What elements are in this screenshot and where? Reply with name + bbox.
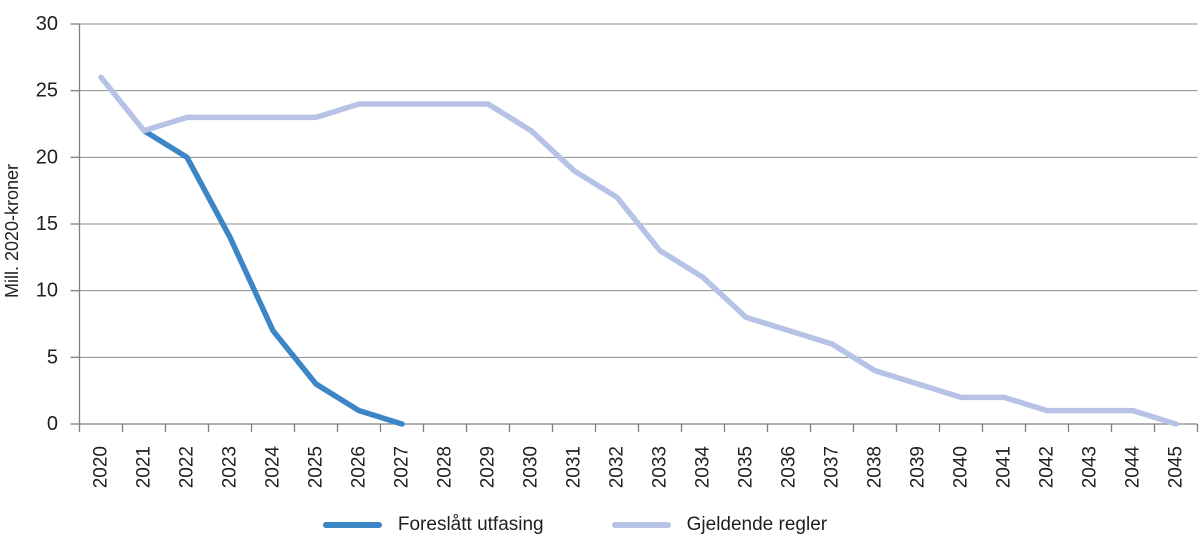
chart-legend: Foreslått utfasing Gjeldende regler <box>0 514 1175 536</box>
y-tick-label: 30 <box>36 13 58 35</box>
x-tick-label: 2022 <box>177 446 198 488</box>
x-tick-label: 2023 <box>220 446 241 488</box>
x-tick-label: 2040 <box>951 446 972 488</box>
legend-label-gjeldende-regler: Gjeldende regler <box>686 514 828 535</box>
x-tick-label: 2037 <box>822 446 843 488</box>
x-tick-label: 2027 <box>392 446 413 488</box>
x-tick-label: 2041 <box>994 446 1015 488</box>
x-tick-label: 2032 <box>607 446 628 488</box>
x-tick-label: 2039 <box>908 446 929 488</box>
x-tick-label: 2031 <box>564 446 585 488</box>
x-tick-label: 2029 <box>478 446 499 488</box>
x-tick-label: 2045 <box>1166 446 1187 488</box>
x-tick-label: 2043 <box>1080 446 1101 488</box>
x-tick-label: 2033 <box>650 446 671 488</box>
x-tick-label: 2021 <box>134 446 155 488</box>
x-tick-label: 2035 <box>736 446 757 488</box>
x-tick-label: 2034 <box>693 446 714 489</box>
x-tick-label: 2028 <box>435 446 456 488</box>
x-tick-label: 2024 <box>263 446 284 489</box>
legend-item-gjeldende-regler: Gjeldende regler <box>611 514 828 536</box>
y-tick-label: 5 <box>47 346 58 368</box>
x-tick-label: 2042 <box>1037 446 1058 488</box>
y-tick-label: 20 <box>36 146 58 168</box>
x-tick-label: 2025 <box>306 446 327 488</box>
legend-label-foreslatt-utfasing: Foreslått utfasing <box>397 514 544 535</box>
legend-swatch-foreslatt-utfasing <box>322 522 382 528</box>
series-line-1 <box>98 74 1179 427</box>
x-tick-label: 2020 <box>91 446 112 488</box>
y-tick-label: 15 <box>36 213 58 235</box>
y-tick-label: 25 <box>36 80 58 102</box>
y-tick-label: 0 <box>47 413 58 435</box>
x-tick-label: 2038 <box>865 446 886 488</box>
x-tick-label: 2030 <box>521 446 542 488</box>
y-tick-label: 10 <box>36 280 58 302</box>
x-tick-label: 2026 <box>349 446 370 488</box>
x-tick-label: 2044 <box>1123 446 1144 489</box>
legend-swatch-gjeldende-regler <box>611 522 671 528</box>
series-line-0 <box>141 127 405 427</box>
x-tick-label: 2036 <box>779 446 800 488</box>
legend-item-foreslatt-utfasing: Foreslått utfasing <box>322 514 544 536</box>
